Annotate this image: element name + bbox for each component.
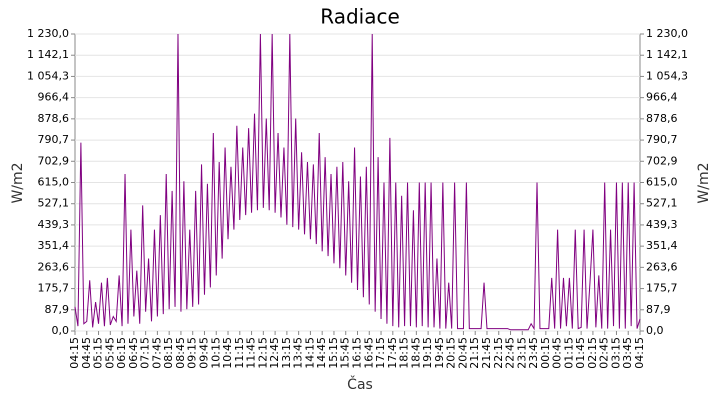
x-tick-label: 13:45 xyxy=(292,337,305,369)
chart-title: Radiace xyxy=(320,5,400,29)
y2-tick-label: 87,9 xyxy=(646,303,671,316)
x-tick-label: 06:45 xyxy=(127,337,140,369)
x-tick-label: 00:15 xyxy=(539,337,552,369)
x-tick-label: 06:15 xyxy=(115,337,128,369)
x-tick-label: 21:15 xyxy=(468,337,481,369)
x-tick-label: 22:15 xyxy=(492,337,505,369)
y2-tick-label: 527,1 xyxy=(646,197,678,210)
data-line xyxy=(74,33,641,331)
y2-tick-label: 790,7 xyxy=(646,133,678,146)
x-tick-label: 10:45 xyxy=(221,337,234,369)
x-tick-label: 03:45 xyxy=(621,337,634,369)
x-tick-label: 13:15 xyxy=(280,337,293,369)
y-tick-label: 966,4 xyxy=(38,91,70,104)
y2-tick-label: 351,4 xyxy=(646,239,678,252)
y-tick-label: 527,1 xyxy=(38,197,70,210)
y-tick-label: 790,7 xyxy=(38,133,70,146)
x-tick-label: 14:45 xyxy=(315,337,328,369)
x-tick-label: 23:45 xyxy=(527,337,540,369)
x-tick-label: 08:45 xyxy=(174,337,187,369)
x-axis-title: Čas xyxy=(347,375,373,393)
y-tick-label: 1 142,1 xyxy=(27,48,69,61)
x-tick-label: 01:45 xyxy=(574,337,587,369)
x-tick-label: 09:15 xyxy=(186,337,199,369)
y-tick-label: 878,6 xyxy=(38,112,70,125)
x-tick-label: 17:15 xyxy=(374,337,387,369)
y2-tick-label: 263,6 xyxy=(646,260,678,273)
x-tick-label: 04:15 xyxy=(633,337,646,369)
y2-tick-label: 878,6 xyxy=(646,112,678,125)
y-tick-label: 615,0 xyxy=(38,176,70,189)
y-tick-label: 351,4 xyxy=(38,239,70,252)
x-tick-label: 20:15 xyxy=(445,337,458,369)
x-tick-label: 07:15 xyxy=(139,337,152,369)
y-axis-title: W/m2 xyxy=(10,162,26,203)
x-tick-label: 07:45 xyxy=(150,337,163,369)
x-tick-label: 08:15 xyxy=(162,337,175,369)
x-tick-label: 19:15 xyxy=(421,337,434,369)
y-tick-label: 0,0 xyxy=(52,324,70,337)
y2-tick-label: 1 054,3 xyxy=(646,69,688,82)
y-tick-label: 439,3 xyxy=(38,218,70,231)
x-tick-label: 17:45 xyxy=(386,337,399,369)
y-tick-label: 175,7 xyxy=(38,282,70,295)
x-tick-label: 20:45 xyxy=(456,337,469,369)
x-tick-label: 18:45 xyxy=(409,337,422,369)
y2-tick-label: 1 230,0 xyxy=(646,27,688,40)
x-tick-label: 22:45 xyxy=(504,337,517,369)
x-tick-label: 05:45 xyxy=(103,337,116,369)
y2-tick-label: 702,9 xyxy=(646,154,678,167)
y2-tick-label: 966,4 xyxy=(646,91,678,104)
x-tick-label: 03:15 xyxy=(609,337,622,369)
x-tick-label: 00:45 xyxy=(551,337,564,369)
x-tick-label: 21:45 xyxy=(480,337,493,369)
x-tick-label: 23:15 xyxy=(515,337,528,369)
x-tick-label: 02:45 xyxy=(598,337,611,369)
x-tick-label: 12:45 xyxy=(268,337,281,369)
y2-tick-label: 1 142,1 xyxy=(646,48,688,61)
x-tick-label: 02:15 xyxy=(586,337,599,369)
y2-tick-label: 615,0 xyxy=(646,176,678,189)
x-tick-label: 18:15 xyxy=(398,337,411,369)
x-tick-label: 15:15 xyxy=(327,337,340,369)
x-tick-label: 04:15 xyxy=(68,337,81,369)
y2-tick-label: 0,0 xyxy=(646,324,664,337)
x-tick-label: 10:15 xyxy=(209,337,222,369)
x-tick-label: 05:15 xyxy=(92,337,105,369)
x-tick-label: 11:45 xyxy=(245,337,258,369)
y-tick-label: 1 230,0 xyxy=(27,27,69,40)
x-tick-label: 12:15 xyxy=(256,337,269,369)
y-tick-label: 263,6 xyxy=(38,260,70,273)
x-tick-label: 01:15 xyxy=(562,337,575,369)
y-tick-label: 87,9 xyxy=(45,303,70,316)
y-tick-label: 702,9 xyxy=(38,154,70,167)
x-tick-label: 04:45 xyxy=(80,337,93,369)
x-tick-label: 14:15 xyxy=(303,337,316,369)
x-tick-label: 11:15 xyxy=(233,337,246,369)
x-tick-label: 16:15 xyxy=(351,337,364,369)
x-tick-label: 09:45 xyxy=(197,337,210,369)
y2-axis-title: W/m2 xyxy=(696,162,712,203)
y-tick-label: 1 054,3 xyxy=(27,69,69,82)
y2-tick-label: 175,7 xyxy=(646,282,678,295)
x-tick-label: 15:45 xyxy=(339,337,352,369)
x-tick-label: 19:45 xyxy=(433,337,446,369)
x-tick-label: 16:45 xyxy=(362,337,375,369)
y2-tick-label: 439,3 xyxy=(646,218,678,231)
